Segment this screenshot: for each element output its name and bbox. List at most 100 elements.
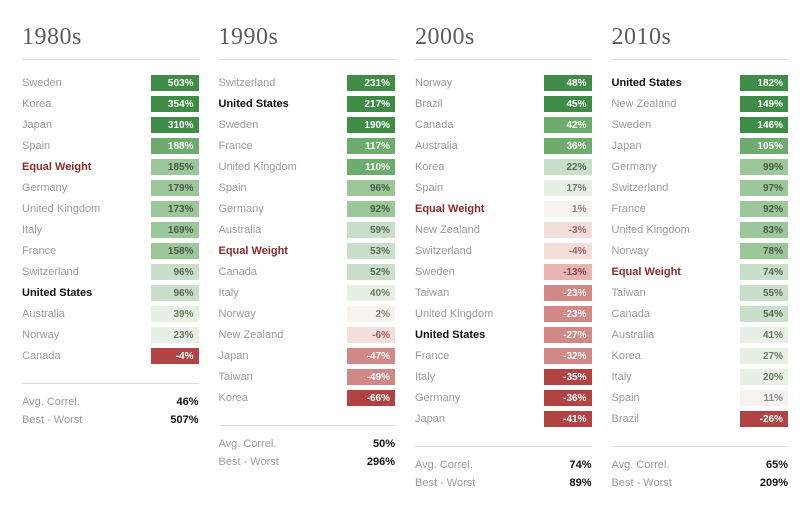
table-row: Australia59% xyxy=(219,221,396,239)
row-label: United Kingdom xyxy=(219,161,348,173)
summary-key: Avg. Correl. xyxy=(612,459,670,471)
row-label: Australia xyxy=(219,224,348,236)
summary-row: Avg. Correl. 65% xyxy=(612,459,789,471)
row-label: Sweden xyxy=(219,119,348,131)
value-cell: 158% xyxy=(151,243,199,259)
table-row: Sweden190% xyxy=(219,116,396,134)
row-label-united-states: United States xyxy=(219,98,348,110)
table-row: Taiwan-49% xyxy=(219,368,396,386)
row-label-united-states: United States xyxy=(415,329,544,341)
value-cell: 169% xyxy=(151,222,199,238)
value-cell: -47% xyxy=(347,348,395,364)
table-row: United Kingdom83% xyxy=(612,221,789,239)
table-row: Sweden-13% xyxy=(415,263,592,281)
summary-row: Best - Worst209% xyxy=(612,477,789,489)
value-cell: -35% xyxy=(544,369,592,385)
row-label: Spain xyxy=(612,392,741,404)
table-row: Sweden146% xyxy=(612,116,789,134)
value-cell: 97% xyxy=(740,180,788,196)
row-label: Norway xyxy=(219,308,348,320)
row-label: Italy xyxy=(22,224,151,236)
table-row: Equal Weight185% xyxy=(22,158,199,176)
table-row: France92% xyxy=(612,200,789,218)
summary-value: 74% xyxy=(569,459,591,471)
value-cell: -23% xyxy=(544,306,592,322)
column-title: 1980s xyxy=(22,24,199,51)
row-label: France xyxy=(219,140,348,152)
value-cell: -32% xyxy=(544,348,592,364)
summary-value: 65% xyxy=(766,459,788,471)
table-row: Canada52% xyxy=(219,263,396,281)
row-label: France xyxy=(415,350,544,362)
row-label: United Kingdom xyxy=(22,203,151,215)
table-row: Italy169% xyxy=(22,221,199,239)
row-label: Australia xyxy=(612,329,741,341)
value-cell: 110% xyxy=(347,159,395,175)
row-label-united-states: United States xyxy=(612,77,741,89)
table-row: Japan-41% xyxy=(415,410,592,428)
row-label: Switzerland xyxy=(612,182,741,194)
row-label: Spain xyxy=(219,182,348,194)
columns-container: 1980s Sweden503%Korea354%Japan310%Spain18… xyxy=(22,24,788,489)
row-label: Korea xyxy=(219,392,348,404)
value-cell: 190% xyxy=(347,117,395,133)
value-cell: 22% xyxy=(544,159,592,175)
column-title: 2000s xyxy=(415,24,592,51)
row-label: Japan xyxy=(219,350,348,362)
value-cell: 503% xyxy=(151,75,199,91)
row-label: Australia xyxy=(415,140,544,152)
rows-container: Switzerland231%United States217%Sweden19… xyxy=(219,74,396,407)
rows-container: Sweden503%Korea354%Japan310%Spain188%Equ… xyxy=(22,74,199,365)
summary-value: 89% xyxy=(569,477,591,489)
value-cell: 39% xyxy=(151,306,199,322)
value-cell: 117% xyxy=(347,138,395,154)
row-label: Spain xyxy=(415,182,544,194)
summary-value: 46% xyxy=(176,396,198,408)
summary-row: Avg. Correl. 74% xyxy=(415,459,592,471)
value-cell: 310% xyxy=(151,117,199,133)
table-row: Norway2% xyxy=(219,305,396,323)
table-row: United Kingdom-23% xyxy=(415,305,592,323)
table-row: Italy-35% xyxy=(415,368,592,386)
table-row: Spain17% xyxy=(415,179,592,197)
value-cell: -13% xyxy=(544,264,592,280)
value-cell: 17% xyxy=(544,180,592,196)
row-label-equal-weight: Equal Weight xyxy=(219,245,348,257)
row-label-equal-weight: Equal Weight xyxy=(415,203,544,215)
row-label: United Kingdom xyxy=(612,224,741,236)
value-cell: 83% xyxy=(740,222,788,238)
row-label: Canada xyxy=(612,308,741,320)
table-row: Taiwan-23% xyxy=(415,284,592,302)
summary-key: Best - Worst xyxy=(415,477,475,489)
value-cell: 182% xyxy=(740,75,788,91)
row-label: France xyxy=(612,203,741,215)
summary-value: 507% xyxy=(170,414,198,426)
value-cell: -4% xyxy=(151,348,199,364)
table-row: Korea22% xyxy=(415,158,592,176)
row-label: Brazil xyxy=(415,98,544,110)
row-label: Japan xyxy=(415,413,544,425)
row-label: Taiwan xyxy=(415,287,544,299)
divider xyxy=(415,59,592,60)
divider xyxy=(22,59,199,60)
table-row: France-32% xyxy=(415,347,592,365)
value-cell: 36% xyxy=(544,138,592,154)
value-cell: -4% xyxy=(544,243,592,259)
row-label: Japan xyxy=(22,119,151,131)
row-label: Brazil xyxy=(612,413,741,425)
summary-key: Best - Worst xyxy=(219,456,279,468)
table-row: United States217% xyxy=(219,95,396,113)
row-label: Sweden xyxy=(22,77,151,89)
summary-row: Best - Worst296% xyxy=(219,456,396,468)
value-cell: -6% xyxy=(347,327,395,343)
row-label: New Zealand xyxy=(612,98,741,110)
table-row: Equal Weight1% xyxy=(415,200,592,218)
table-row: Korea-66% xyxy=(219,389,396,407)
row-label: Germany xyxy=(22,182,151,194)
value-cell: -3% xyxy=(544,222,592,238)
value-cell: 96% xyxy=(151,264,199,280)
summary-key: Avg. Correl. xyxy=(415,459,473,471)
table-row: Taiwan55% xyxy=(612,284,789,302)
value-cell: -41% xyxy=(544,411,592,427)
value-cell: -26% xyxy=(740,411,788,427)
